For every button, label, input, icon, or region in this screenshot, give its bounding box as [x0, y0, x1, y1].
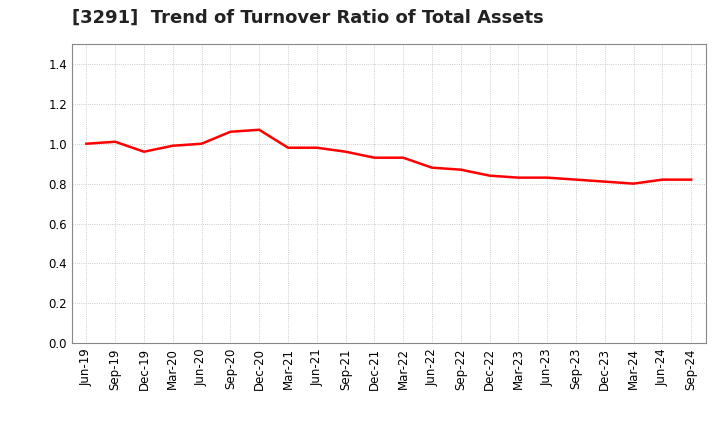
Text: [3291]  Trend of Turnover Ratio of Total Assets: [3291] Trend of Turnover Ratio of Total … [72, 8, 544, 26]
